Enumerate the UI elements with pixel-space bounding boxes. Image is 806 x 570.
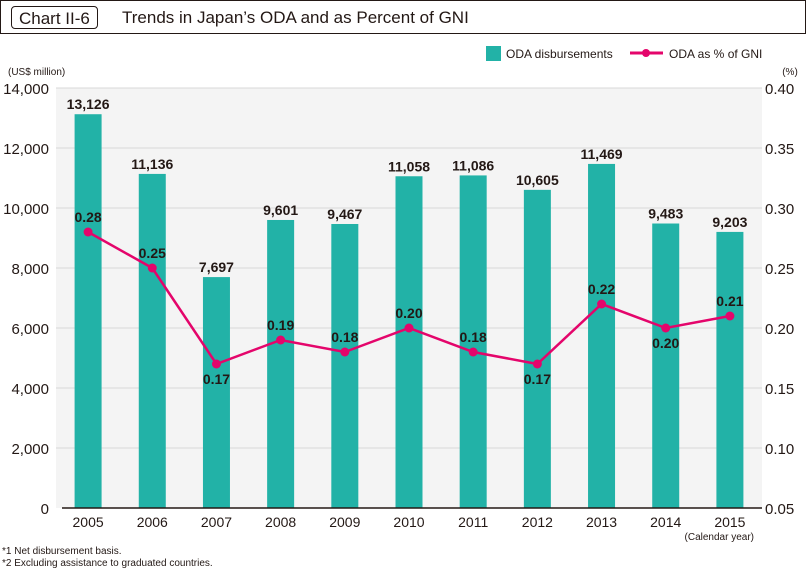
line-data-label: 0.17 <box>203 371 230 387</box>
legend-swatch-marker <box>642 49 650 57</box>
bar <box>652 223 680 508</box>
bar <box>523 189 551 508</box>
bar <box>138 173 166 509</box>
bar-data-label: 7,697 <box>199 259 234 275</box>
x-tick-label: 2012 <box>522 514 553 530</box>
bar-data-label: 9,483 <box>648 206 683 222</box>
line-marker <box>404 323 414 333</box>
y-tick-label-right: 0.10 <box>765 441 794 458</box>
line-marker <box>661 323 671 333</box>
legend: ODA disbursements ODA as % of GNI <box>486 46 762 61</box>
bar-data-label: 10,605 <box>516 172 559 188</box>
y-tick-label-left: 12,000 <box>3 141 49 158</box>
legend-swatch-bars <box>486 46 501 61</box>
line-data-label: 0.25 <box>139 245 166 261</box>
line-marker <box>211 359 221 369</box>
x-tick-label: 2010 <box>393 514 424 530</box>
bar-data-label: 9,467 <box>327 206 362 222</box>
bar-data-labels: 13,126 11,136 7,697 9,601 9,467 11,058 11,086 1… <box>67 96 748 275</box>
y-tick-label-right: 0.25 <box>765 261 794 278</box>
x-tick-label: 2014 <box>650 514 681 530</box>
line-marker <box>83 227 93 237</box>
bar <box>716 231 744 508</box>
x-tick-label: 2005 <box>73 514 104 530</box>
line-data-label: 0.19 <box>267 317 294 333</box>
line-marker <box>597 299 607 309</box>
line-marker <box>276 335 286 345</box>
line-data-label: 0.20 <box>652 335 679 351</box>
y-axis-left-label: (US$ million) <box>8 67 65 78</box>
x-tick-label: 2015 <box>714 514 745 530</box>
y-tick-label-right: 0.40 <box>765 81 794 98</box>
bar-data-label: 11,469 <box>581 146 623 162</box>
bar-data-label: 9,601 <box>263 202 298 218</box>
line-data-label: 0.17 <box>524 371 551 387</box>
line-marker <box>725 311 735 321</box>
chart-header: Chart II-6 Trends in Japan’s ODA and as … <box>0 0 806 34</box>
bar-data-label: 11,136 <box>131 156 173 172</box>
y-tick-label-right: 0.15 <box>765 381 794 398</box>
y-axis-right-ticks: 0.05 0.10 0.15 0.20 0.25 0.30 0.35 0.40 <box>765 81 794 518</box>
y-tick-label-right: 0.30 <box>765 201 794 218</box>
x-tick-label: 2008 <box>265 514 296 530</box>
x-tick-label: 2006 <box>137 514 168 530</box>
bar-data-label: 11,086 <box>452 157 494 173</box>
chart-title: Trends in Japan’s ODA and as Percent of … <box>122 8 469 27</box>
line-data-label: 0.28 <box>74 209 101 225</box>
line-data-label: 0.18 <box>331 329 358 345</box>
line-data-label: 0.18 <box>460 329 487 345</box>
bar <box>202 277 230 508</box>
bar-series <box>74 114 744 509</box>
bar <box>459 175 487 509</box>
line-marker <box>532 359 542 369</box>
x-tick-label: 2009 <box>329 514 360 530</box>
x-tick-label: 2011 <box>458 514 488 530</box>
line-data-label: 0.20 <box>395 305 422 321</box>
footnote-2: *2 Excluding assistance to graduated cou… <box>2 558 213 569</box>
y-tick-label-left: 8,000 <box>11 261 49 278</box>
footnote-1: *1 Net disbursement basis. <box>2 546 122 557</box>
y-axis-right-label: (%) <box>782 67 798 78</box>
y-tick-label-left: 4,000 <box>11 381 49 398</box>
y-tick-label-left: 0 <box>41 501 49 518</box>
bar <box>331 223 359 509</box>
bar-data-label: 13,126 <box>67 96 110 112</box>
bar-data-label: 9,203 <box>712 214 747 230</box>
y-tick-label-right: 0.05 <box>765 501 794 518</box>
line-series <box>83 227 735 369</box>
y-tick-label-left: 6,000 <box>11 321 49 338</box>
line-data-labels: 0.28 0.25 0.17 0.19 0.18 0.20 0.18 0.17 0.22 0.20… <box>74 209 743 387</box>
chart-number-badge: Chart II-6 <box>11 6 98 29</box>
bar <box>267 219 295 508</box>
x-tick-label: 2007 <box>201 514 232 530</box>
legend-label-bars: ODA disbursements <box>506 47 613 61</box>
x-axis-label: (Calendar year) <box>685 532 754 543</box>
x-tick-label: 2013 <box>586 514 617 530</box>
bar <box>74 114 102 508</box>
y-tick-label-left: 14,000 <box>3 81 49 98</box>
bar <box>588 163 616 508</box>
y-tick-label-right: 0.35 <box>765 141 794 158</box>
y-tick-label-left: 2,000 <box>11 441 49 458</box>
legend-label-line: ODA as % of GNI <box>669 47 762 61</box>
line-marker <box>340 347 350 357</box>
line-data-label: 0.22 <box>588 281 615 297</box>
y-tick-label-right: 0.20 <box>765 321 794 338</box>
line-data-label: 0.21 <box>716 293 743 309</box>
line-marker <box>468 347 478 357</box>
bar-data-label: 11,058 <box>388 158 430 174</box>
line-marker <box>147 263 157 273</box>
y-axis-left-ticks: 0 2,000 4,000 6,000 8,000 10,000 12,000 14,000 <box>3 81 49 518</box>
y-tick-label-left: 10,000 <box>3 201 49 218</box>
bar <box>395 176 423 508</box>
x-axis-ticks: 2005 2006 2007 2008 2009 2010 2011 2012 2013 2014… <box>73 514 746 530</box>
